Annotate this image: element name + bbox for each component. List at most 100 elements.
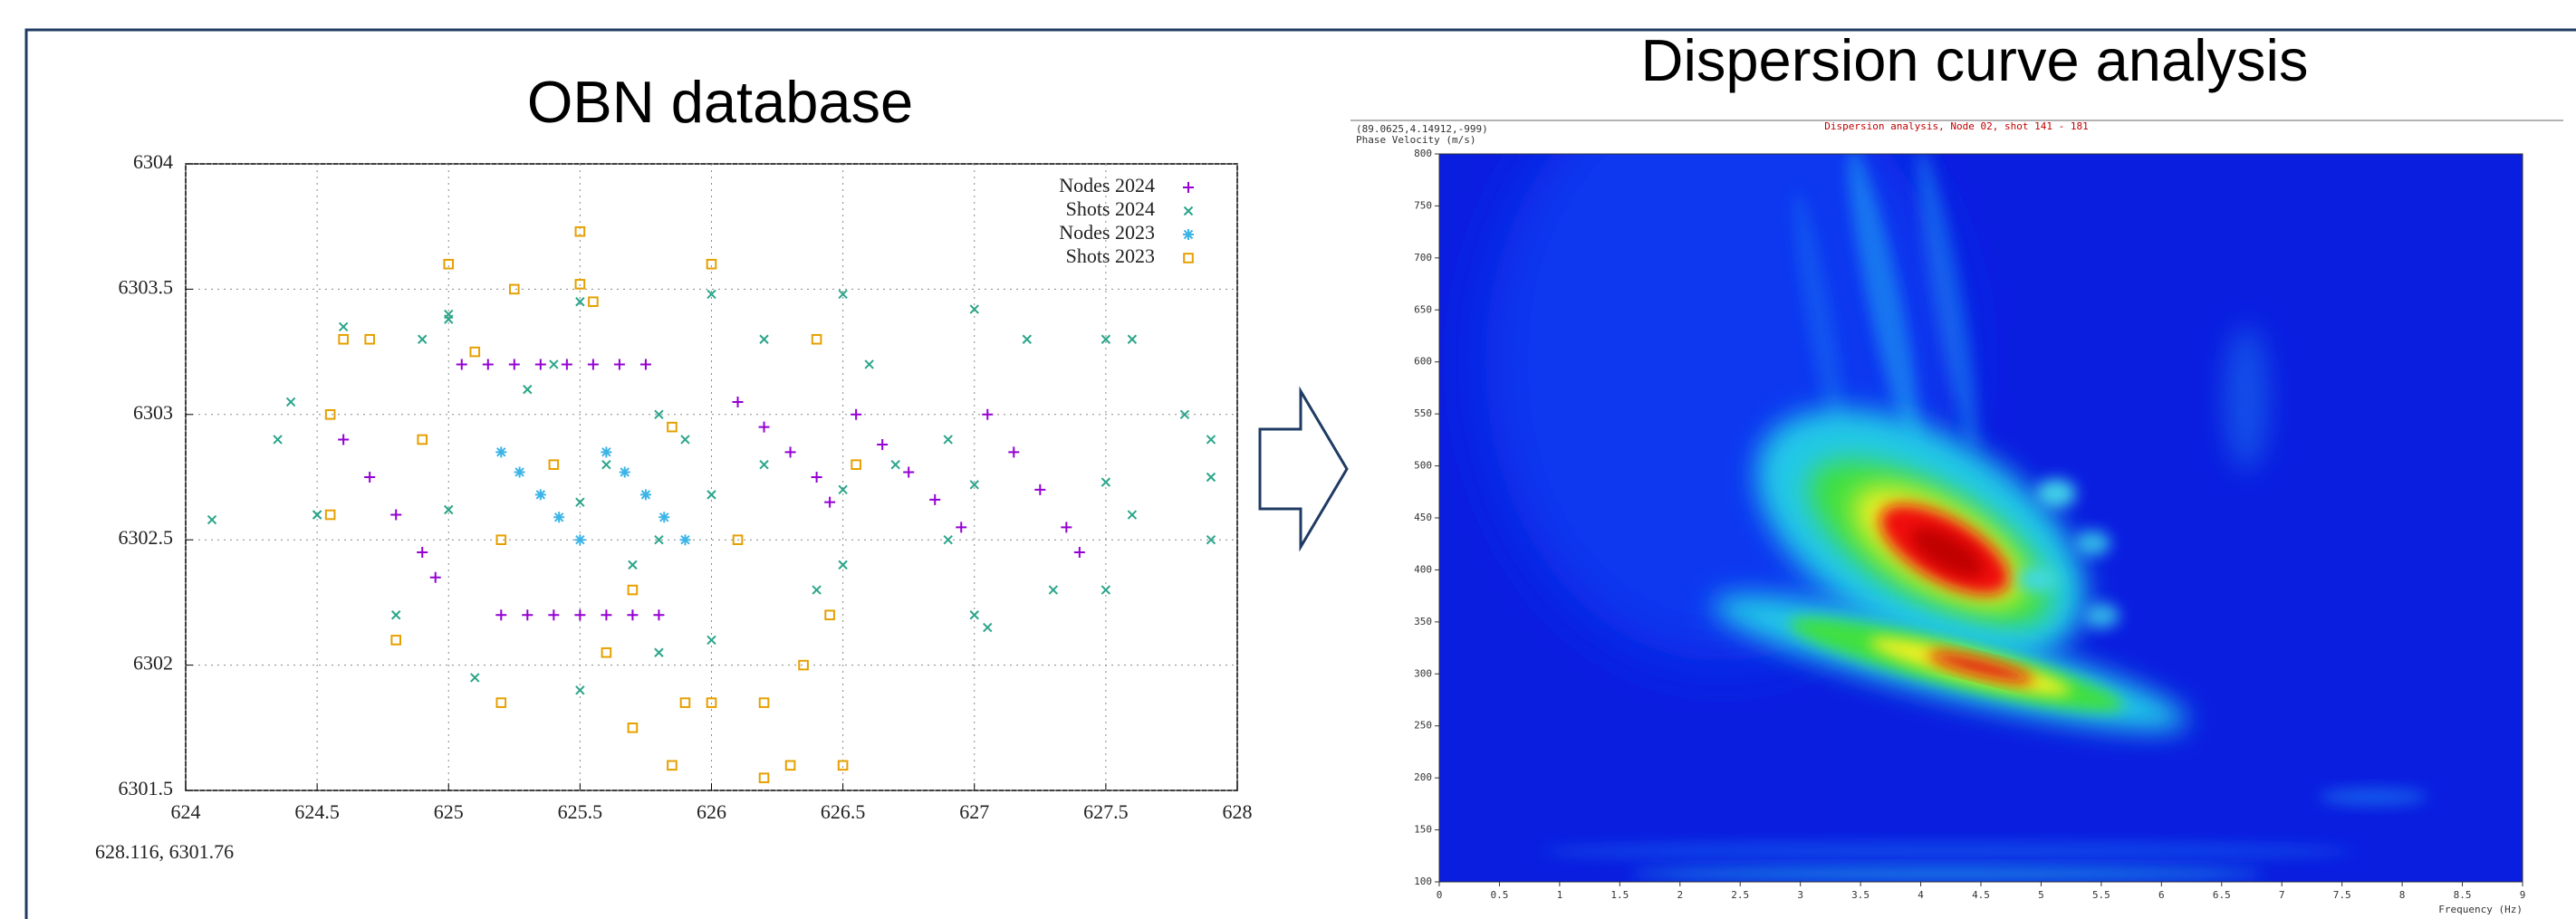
x-tick-label: 9: [2520, 889, 2526, 901]
marker: [784, 760, 796, 771]
marker: [837, 760, 849, 771]
marker: [469, 346, 481, 358]
x-tick-label: 5.5: [2092, 889, 2110, 901]
x-tick-label: 628: [1223, 800, 1253, 823]
x-tick-label: 627.5: [1083, 800, 1129, 823]
marker: [417, 547, 428, 559]
marker: [495, 609, 507, 621]
marker: [1127, 510, 1138, 520]
y-tick-label: 550: [1414, 407, 1432, 419]
y-tick-label: 700: [1414, 252, 1432, 263]
marker: [534, 489, 546, 501]
marker: [534, 359, 546, 370]
x-tick-label: 1.5: [1610, 889, 1629, 901]
marker: [758, 697, 770, 708]
marker: [851, 459, 861, 470]
marker: [1008, 446, 1020, 458]
marker: [207, 514, 217, 525]
marker: [1206, 472, 1216, 483]
marker: [706, 289, 716, 300]
marker: [732, 534, 744, 546]
x-tick-label: 3: [1797, 889, 1803, 901]
x-tick-label: 4.5: [1972, 889, 1990, 901]
marker: [758, 772, 770, 783]
marker: [654, 647, 664, 657]
marker: [548, 609, 560, 621]
marker: [324, 509, 336, 521]
x-tick-label: 625: [434, 800, 464, 823]
marker: [628, 560, 638, 570]
marker: [627, 723, 639, 733]
marker: [364, 333, 375, 345]
cursor-readout: 628.116, 6301.76: [95, 840, 234, 863]
marker: [324, 409, 336, 420]
y-tick-label: 200: [1414, 771, 1432, 783]
heatmap-frame: [1438, 153, 2523, 883]
marker: [444, 314, 454, 324]
marker: [338, 333, 349, 345]
y-tick-label: 6301.5: [119, 777, 174, 799]
marker: [838, 484, 848, 495]
marker: [601, 459, 611, 470]
marker: [390, 635, 401, 646]
x-tick-label: 0.5: [1491, 889, 1509, 901]
x-tick-label: 7.5: [2333, 889, 2351, 901]
arrow: [1258, 386, 1349, 552]
marker: [1022, 334, 1033, 344]
x-tick-label: 6.5: [2213, 889, 2231, 901]
y-tick-label: 400: [1414, 563, 1432, 575]
marker: [943, 534, 953, 545]
marker: [784, 446, 796, 458]
marker: [470, 673, 480, 683]
marker: [1101, 477, 1111, 487]
marker: [1101, 585, 1111, 595]
y-tick-label: 800: [1414, 148, 1432, 159]
x-tick-label: 624: [171, 800, 201, 823]
marker: [508, 359, 520, 370]
x-axis-label: Frequency (Hz): [2438, 904, 2523, 915]
marker: [1048, 585, 1059, 595]
marker: [903, 466, 915, 478]
marker: [798, 659, 809, 671]
marker: [824, 609, 835, 621]
y-tick-label: 450: [1414, 512, 1432, 523]
slide-frame: [24, 28, 2576, 919]
marker: [759, 334, 769, 344]
marker: [627, 584, 639, 596]
y-tick-label: 6302: [133, 652, 173, 675]
marker: [285, 397, 296, 407]
marker: [601, 609, 612, 621]
marker: [495, 446, 507, 458]
marker: [969, 610, 979, 620]
x-tick-label: 624.5: [294, 800, 340, 823]
x-tick-label: 7: [2279, 889, 2285, 901]
marker: [969, 304, 979, 314]
marker: [680, 435, 690, 445]
marker: [514, 466, 525, 478]
legend-label: Shots 2023: [1066, 244, 1155, 267]
legend-marker: [1183, 229, 1194, 240]
y-tick-label: 650: [1414, 303, 1432, 315]
heatmap-subtitle: Dispersion analysis, Node 02, shot 141 -…: [1824, 120, 2088, 132]
legend-marker: [1183, 182, 1194, 193]
marker: [982, 408, 994, 420]
right-title: Dispersion curve analysis: [1641, 27, 2309, 93]
marker: [1073, 547, 1085, 559]
y-tick-label: 300: [1414, 667, 1432, 679]
marker: [619, 466, 630, 478]
marker: [838, 289, 848, 300]
x-tick-label: 2: [1677, 889, 1683, 901]
marker: [456, 359, 467, 370]
x-tick-label: 6: [2158, 889, 2165, 901]
y-tick-label: 150: [1414, 824, 1432, 836]
marker: [824, 496, 836, 508]
y-tick-label: 750: [1414, 199, 1432, 211]
legend-marker: [1183, 206, 1194, 216]
marker: [929, 493, 941, 505]
marker: [561, 359, 572, 370]
marker: [390, 610, 401, 620]
marker: [444, 504, 454, 515]
y-tick-label: 6304: [133, 150, 173, 173]
x-tick-label: 625.5: [558, 800, 603, 823]
